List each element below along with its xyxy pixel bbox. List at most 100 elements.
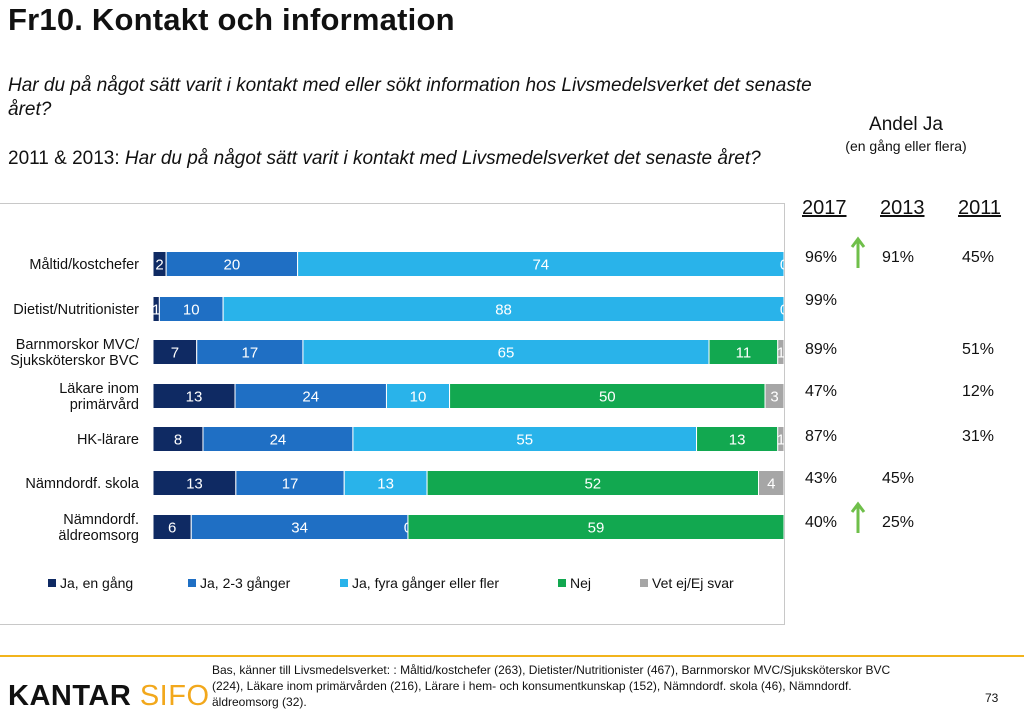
andel-value-2017: 87% — [805, 428, 838, 445]
category-label: Måltid/kostchefer — [29, 257, 139, 273]
data-label: 55 — [516, 432, 533, 449]
footer-divider — [0, 655, 1024, 657]
bar-segment — [426, 470, 760, 496]
data-label: 10 — [183, 302, 200, 319]
legend-label: Nej — [570, 575, 591, 591]
data-label: 6 — [168, 520, 176, 537]
bar-segment — [352, 426, 698, 452]
data-label: 24 — [302, 389, 319, 406]
question2-prefix: 2011 & 2013: — [8, 148, 125, 169]
bar-segment — [302, 339, 710, 365]
bar-segment — [777, 426, 784, 452]
andel-value-2013: 45% — [882, 470, 915, 487]
data-label: 8 — [174, 432, 182, 449]
bar-segment — [235, 470, 345, 496]
logo-kantar: KANTAR — [8, 680, 132, 712]
chart-area: Måltid/kostchefer Dietist/Nutritionister B… — [0, 203, 785, 625]
andel-value-2011: 45% — [962, 249, 995, 266]
data-label: 11 — [736, 345, 752, 362]
category-label: HK-lärare — [77, 432, 139, 448]
data-label: 0 — [780, 302, 784, 319]
bar-segment — [297, 251, 784, 277]
andel-value-2013: 91% — [882, 249, 915, 266]
kantar-sifo-logo: KANTAR SIFO — [8, 680, 210, 713]
year-header-2013: 2013 — [880, 197, 925, 219]
data-label: 74 — [532, 257, 549, 274]
data-label: 52 — [584, 476, 601, 493]
category-label: Barnmorskor MVC/Sjuksköterskor BVC — [10, 337, 140, 369]
bar-segment — [764, 383, 784, 409]
data-label: 0 — [780, 257, 784, 274]
year-header-2017: 2017 — [802, 197, 847, 219]
bar-segment — [222, 296, 784, 322]
data-label: 13 — [186, 389, 203, 406]
category-label: Dietist/Nutritionister — [13, 302, 139, 318]
bar-segment — [234, 383, 387, 409]
data-label: 3 — [770, 389, 778, 406]
bar-segment — [777, 339, 784, 365]
stacked-bar-chart: Måltid/kostchefer Dietist/Nutritionister B… — [10, 251, 784, 591]
data-label: 13 — [186, 476, 203, 493]
data-label: 65 — [498, 345, 515, 362]
legend-label: Vet ej/Ej svar — [652, 575, 734, 591]
bar-segment — [152, 339, 198, 365]
page-number: 73 — [985, 691, 999, 705]
category-label: Nämndordf. äldreomsorg — [58, 512, 139, 544]
andel-value-2011: 51% — [962, 341, 995, 358]
category-label: Läkare inom primärvård — [59, 381, 139, 413]
legend-swatch — [640, 579, 648, 587]
data-label: 1 — [777, 432, 784, 449]
andel-value-2017: 47% — [805, 383, 838, 400]
base-note: Bas, känner till Livsmedelsverket: : Mål… — [212, 663, 891, 709]
category-label: Nämndordf. skola — [25, 476, 140, 492]
data-label: 13 — [377, 476, 394, 493]
legend-label: Ja, 2-3 gånger — [200, 575, 291, 591]
data-label: 7 — [171, 345, 179, 362]
data-label: 34 — [291, 520, 308, 537]
bar-segment — [385, 383, 451, 409]
data-label: 17 — [241, 345, 258, 362]
legend-swatch — [558, 579, 566, 587]
andel-value-2017: 96% — [805, 249, 838, 266]
legend-swatch — [188, 579, 196, 587]
data-label: 17 — [282, 476, 299, 493]
bar-segment — [152, 514, 192, 540]
bar-segment — [343, 470, 428, 496]
data-label: 20 — [224, 257, 241, 274]
bar-segment — [407, 514, 784, 540]
up-arrow-icon — [850, 501, 866, 533]
andel-ja-title: Andel Ja — [869, 114, 943, 135]
bar-segment — [196, 339, 304, 365]
data-label: 10 — [410, 389, 427, 406]
logo-sifo: SIFO — [139, 680, 210, 712]
bar-segment — [152, 470, 237, 496]
bar-segment — [758, 470, 784, 496]
data-label: 13 — [729, 432, 746, 449]
bar-segment — [152, 426, 204, 452]
andel-ja-subtitle: (en gång eller flera) — [845, 138, 967, 154]
andel-value-2011: 12% — [962, 383, 995, 400]
year-header-2011: 2011 — [958, 197, 1002, 219]
question-2011-2013: 2011 & 2013: Har du på något sätt varit … — [8, 147, 761, 171]
data-label: 1 — [777, 345, 784, 362]
andel-value-2017: 43% — [805, 470, 838, 487]
bar-segment — [165, 251, 299, 277]
data-label: 50 — [599, 389, 616, 406]
andel-value-2017: 40% — [805, 514, 838, 531]
andel-value-2013: 25% — [882, 514, 915, 531]
andel-value-2011: 31% — [962, 428, 995, 445]
data-label: 1 — [152, 302, 160, 319]
data-label: 59 — [588, 520, 605, 537]
andel-value-2017: 99% — [805, 292, 838, 309]
data-label: 4 — [767, 476, 775, 493]
legend-label: Ja, en gång — [60, 575, 133, 591]
andel-value-2017: 89% — [805, 341, 838, 358]
legend-swatch — [48, 579, 56, 587]
question2-text: Har du på något sätt varit i kontakt med… — [124, 148, 761, 169]
data-label: 24 — [270, 432, 287, 449]
bar-segment — [708, 339, 779, 365]
bar-segment — [696, 426, 779, 452]
question-text: Har du på något sätt varit i kontakt med… — [8, 75, 812, 120]
bar-segment — [190, 514, 409, 540]
data-label: 88 — [495, 302, 512, 319]
